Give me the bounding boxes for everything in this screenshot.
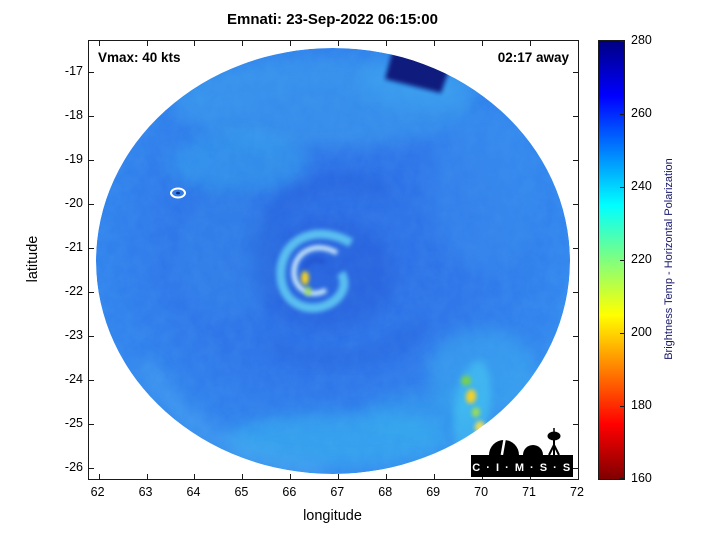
y-tick-label: -21	[64, 239, 83, 254]
y-tick-label: -19	[64, 151, 83, 166]
colorbar-tick-label: 200	[631, 325, 652, 339]
water-tower-icon	[548, 439, 560, 456]
y-tick-label: -26	[64, 459, 83, 474]
y-tick-mark	[573, 467, 578, 469]
storm-eyewall-spiral	[276, 229, 354, 313]
vmax-annotation: Vmax: 40 kts	[98, 50, 181, 65]
colorbar-tick-mark	[620, 41, 624, 42]
y-tick-mark	[89, 291, 94, 293]
colorbar-tick-mark	[620, 187, 624, 188]
x-tick-mark	[434, 474, 436, 479]
y-tick-mark	[573, 423, 578, 425]
x-tick-mark	[530, 41, 532, 46]
colorbar-tick-mark	[620, 333, 624, 334]
y-tick-label: -22	[64, 283, 83, 298]
x-tick-label: 65	[234, 485, 249, 499]
x-tick-label: 70	[474, 485, 489, 499]
x-axis-label: longitude	[303, 508, 362, 524]
plot-area: Vmax: 40 kts 02:17 away C · I · M · S · …	[88, 40, 579, 480]
x-tick-mark	[386, 41, 388, 46]
plot-title: Emnati: 23-Sep-2022 06:15:00	[227, 11, 438, 28]
y-tick-mark	[573, 291, 578, 293]
cimss-logo: C · I · M · S · S	[471, 417, 573, 477]
x-tick-label: 64	[186, 485, 201, 499]
x-tick-mark	[482, 41, 484, 46]
y-tick-mark	[89, 379, 94, 381]
y-axis-label: latitude	[25, 235, 41, 283]
y-tick-label: -20	[64, 195, 83, 210]
cimss-logo-text: C · I · M · S · S	[472, 462, 571, 474]
y-tick-mark	[573, 115, 578, 117]
y-tick-label: -24	[64, 371, 83, 386]
brightness-temp-swath-image	[96, 48, 570, 474]
x-tick-mark	[242, 474, 244, 479]
y-tick-mark	[573, 247, 578, 249]
x-tick-mark	[338, 474, 340, 479]
y-tick-mark	[573, 159, 578, 161]
x-tick-mark	[578, 474, 579, 479]
y-tick-mark	[89, 423, 94, 425]
y-tick-mark	[573, 203, 578, 205]
x-tick-label: 68	[378, 485, 393, 499]
x-tick-mark	[242, 41, 244, 46]
time-away-annotation: 02:17 away	[497, 50, 569, 65]
y-tick-mark	[573, 335, 578, 337]
x-tick-label: 69	[426, 485, 441, 499]
x-tick-label: 63	[138, 485, 153, 499]
x-tick-label: 67	[330, 485, 345, 499]
y-tick-mark	[89, 203, 94, 205]
x-tick-mark	[290, 474, 292, 479]
y-tick-mark	[89, 71, 94, 73]
colorbar-label: Brightness Temp - Horizontal Polarizatio…	[663, 158, 675, 360]
y-tick-mark	[89, 159, 94, 161]
y-tick-mark	[89, 467, 94, 469]
x-tick-mark	[194, 41, 196, 46]
y-tick-label: -23	[64, 327, 83, 342]
small-dome-icon	[523, 445, 543, 455]
colorbar-tick-label: 160	[631, 471, 652, 485]
x-tick-mark	[194, 474, 196, 479]
colorbar-tick-mark	[620, 478, 624, 479]
y-tick-mark	[573, 71, 578, 73]
colorbar-tick-mark	[620, 114, 624, 115]
x-tick-mark	[386, 474, 388, 479]
x-tick-mark	[146, 41, 148, 46]
x-tick-mark	[290, 41, 292, 46]
y-tick-label: -18	[64, 107, 83, 122]
x-tick-mark	[98, 474, 100, 479]
white-contour-ring	[170, 187, 186, 199]
x-tick-mark	[98, 41, 100, 46]
y-tick-mark	[89, 115, 94, 117]
colorbar-tick-label: 280	[631, 33, 652, 47]
x-tick-label: 71	[522, 485, 536, 499]
y-tick-mark	[89, 335, 94, 337]
y-tick-label: -25	[64, 415, 83, 430]
colorbar-tick-label: 180	[631, 398, 652, 412]
swath-disk	[96, 48, 570, 474]
colorbar-tick-label: 260	[631, 106, 652, 120]
x-tick-mark	[578, 41, 579, 46]
x-tick-mark	[338, 41, 340, 46]
logo-banner	[471, 455, 573, 477]
y-tick-mark	[89, 247, 94, 249]
colorbar-tick-mark	[620, 406, 624, 407]
colorbar	[598, 40, 625, 480]
x-tick-label: 62	[90, 485, 105, 499]
x-tick-mark	[434, 41, 436, 46]
x-tick-label: 66	[282, 485, 297, 499]
x-tick-mark	[146, 474, 148, 479]
y-tick-mark	[573, 379, 578, 381]
x-tick-label: 72	[570, 485, 584, 499]
colorbar-tick-mark	[620, 260, 624, 261]
y-tick-label: -17	[64, 63, 83, 78]
colorbar-tick-label: 240	[631, 179, 652, 193]
colorbar-tick-label: 220	[631, 252, 652, 266]
